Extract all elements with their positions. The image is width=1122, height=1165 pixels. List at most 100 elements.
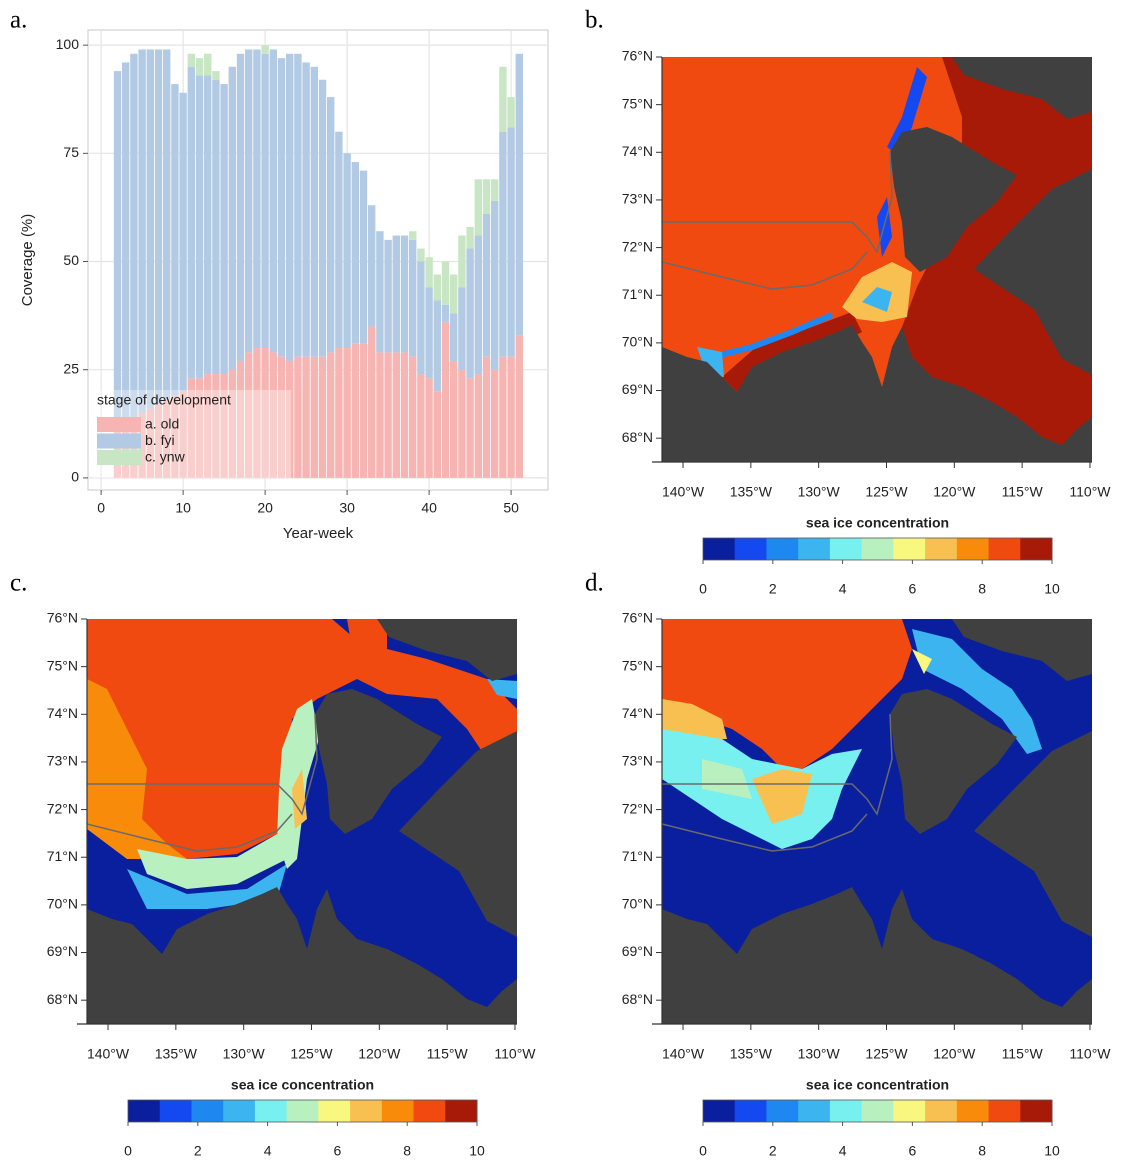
- bar-segment: [409, 356, 417, 478]
- legend-label: b. fyi: [145, 432, 175, 448]
- bar-segment: [425, 287, 433, 379]
- colorbar-swatch: [988, 538, 1021, 560]
- y-tick-label: 50: [63, 252, 79, 268]
- colorbar-tick-label: 4: [839, 581, 847, 597]
- bar-segment: [433, 274, 441, 301]
- colorbar-swatch: [956, 1100, 990, 1122]
- bar-segment: [359, 170, 368, 344]
- x-tick-label: 140°W: [662, 1046, 705, 1062]
- bar-segment: [154, 49, 163, 405]
- bar-segment: [310, 356, 318, 478]
- colorbar-tick-label: 2: [194, 1143, 202, 1159]
- bar-segment: [245, 49, 253, 353]
- x-tick-label: 110°W: [494, 1046, 536, 1062]
- bar-segment: [482, 213, 491, 357]
- y-tick-label: 71°N: [622, 286, 653, 302]
- colorbar-swatch: [286, 1100, 319, 1122]
- x-tick-label: 110°W: [1069, 1046, 1111, 1062]
- x-tick-label: 135°W: [155, 1046, 198, 1062]
- bar-segment: [130, 53, 138, 418]
- bar-segment: [204, 75, 212, 375]
- bar-segment: [466, 226, 474, 249]
- colorbar-title: sea ice concentration: [806, 1077, 949, 1093]
- y-tick-label: 75: [63, 144, 79, 160]
- colorbar-frame: [702, 537, 1053, 561]
- y-tick-label: 76°N: [622, 610, 653, 626]
- bar-segment: [474, 374, 482, 478]
- colorbar-swatch: [381, 1100, 415, 1122]
- bar-segment: [450, 313, 458, 362]
- x-axis-title: Year-week: [283, 525, 354, 542]
- bar-segment: [204, 53, 212, 76]
- y-tick-label: 76°N: [47, 610, 78, 626]
- colorbar-tick-label: 8: [403, 1143, 411, 1159]
- y-tick-label: 74°N: [47, 705, 78, 721]
- x-tick-label: 0: [97, 500, 105, 516]
- x-tick-label: 115°W: [1002, 1046, 1044, 1062]
- bar-segment: [458, 235, 466, 288]
- colorbar-swatch: [766, 538, 799, 560]
- bar-segment: [376, 352, 384, 478]
- y-tick-label: 100: [56, 36, 80, 52]
- y-tick-label: 76°N: [622, 48, 653, 64]
- bar-segment: [417, 261, 425, 375]
- colorbar-swatch: [128, 1100, 161, 1122]
- colorbar-swatch: [734, 538, 767, 560]
- map-c-terrain: [87, 619, 517, 1024]
- colorbar-tick-label: 0: [699, 1143, 707, 1159]
- bar-segment: [409, 231, 417, 240]
- y-tick-label: 69°N: [622, 943, 653, 959]
- bar-segment: [294, 53, 302, 357]
- bar-segment: [425, 257, 433, 288]
- legend-title: stage of development: [97, 392, 231, 408]
- y-tick-label: 73°N: [47, 753, 78, 769]
- colorbar-swatch: [254, 1100, 288, 1122]
- colorbar-title: sea ice concentration: [231, 1077, 374, 1093]
- y-tick-label: 75°N: [47, 657, 78, 673]
- bar-segment: [261, 348, 269, 478]
- bar-segment: [286, 53, 294, 362]
- x-tick-label: 120°W: [933, 1046, 976, 1062]
- bar-segment: [450, 361, 458, 478]
- bar-segment: [507, 97, 515, 128]
- bar-segment: [351, 161, 359, 344]
- bar-segment: [474, 179, 482, 236]
- y-tick-label: 75°N: [622, 657, 653, 673]
- colorbar-swatch: [893, 538, 926, 560]
- bar-segment: [195, 75, 204, 379]
- bar-segment: [269, 352, 278, 478]
- bar-segment: [450, 274, 458, 314]
- bar-segment: [409, 239, 417, 357]
- panel-label: c.: [10, 570, 27, 597]
- x-tick-label: 20: [257, 500, 273, 516]
- bar-segment: [425, 378, 433, 478]
- bar-segment: [433, 300, 441, 392]
- colorbar-swatch: [766, 1100, 799, 1122]
- bar-segment: [220, 84, 228, 375]
- bar-segment: [212, 79, 220, 375]
- y-tick-label: 68°N: [622, 991, 653, 1007]
- bar-segment: [195, 378, 204, 478]
- bar-segment: [499, 131, 507, 357]
- colorbar-swatch: [703, 538, 736, 560]
- bar-segment: [368, 205, 376, 327]
- y-tick-label: 72°N: [622, 800, 653, 816]
- colorbar-swatch: [829, 1100, 863, 1122]
- x-tick-label: 140°W: [662, 484, 705, 500]
- y-tick-label: 73°N: [622, 753, 653, 769]
- bar-segment: [187, 66, 196, 379]
- bar-segment: [277, 356, 286, 478]
- bar-segment: [507, 127, 515, 357]
- bar-segment: [220, 374, 228, 478]
- bar-segment: [310, 66, 318, 357]
- colorbar-tick-label: 10: [1044, 581, 1060, 597]
- x-tick-label: 115°W: [1002, 484, 1044, 500]
- x-tick-label: 130°W: [798, 484, 841, 500]
- legend-key: [97, 417, 141, 432]
- bar-segment: [384, 352, 392, 478]
- map-b-terrain: [662, 57, 1092, 462]
- x-tick-label: 140°W: [87, 1046, 130, 1062]
- y-tick-label: 74°N: [622, 705, 653, 721]
- bar-segment: [499, 356, 507, 478]
